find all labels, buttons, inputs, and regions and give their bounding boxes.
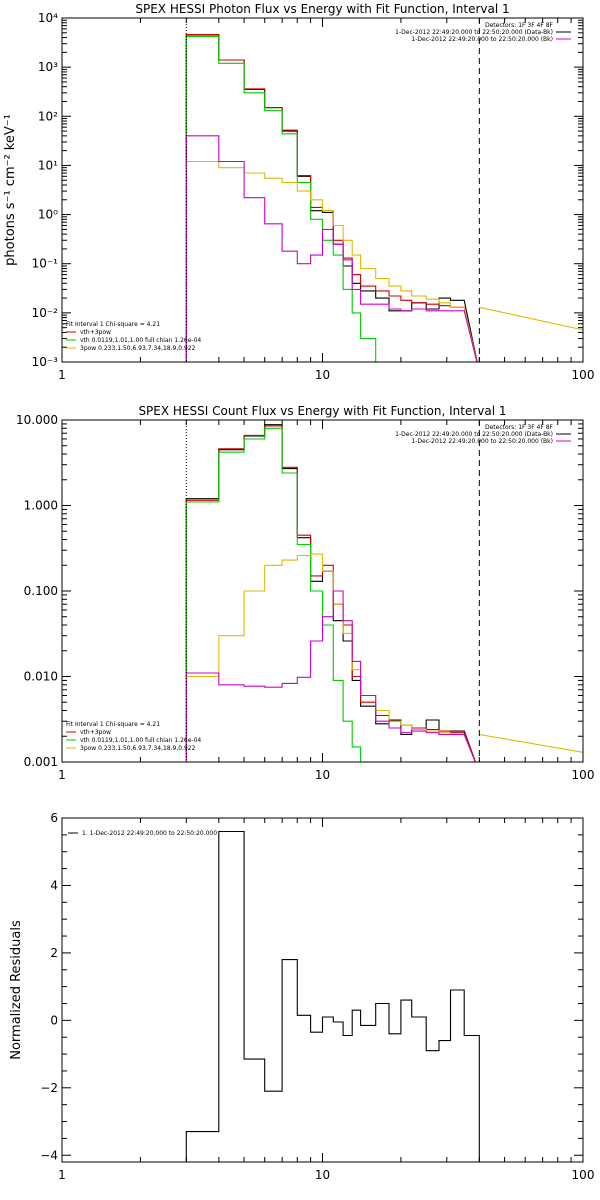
photon-flux-panel: SPEX HESSI Photon Flux vs Energy with Fi…: [3, 2, 595, 382]
legend-bottom-label: vth 0.0119,1.01,1.00 full chian 1.26e-04: [80, 737, 201, 744]
legend-bottom-label: Fit Interval 1 Chi-square = 4.21: [66, 321, 160, 328]
y-tick-label: 0.001: [24, 755, 58, 769]
y-axis-ticks: 10⁻³ 10⁻² 10⁻¹ 10⁰ 10¹ 10² 10³ 10⁴: [32, 11, 583, 369]
series-group: [185, 34, 583, 362]
series-line-3: [185, 553, 476, 762]
legend-bottom-label: vth+3pow: [80, 729, 111, 736]
y-tick-label: 0.100: [24, 584, 58, 598]
series-line-2: [185, 427, 362, 762]
legend-bottom-label: vth 0.0119,1.01,1.00 full chian 1.26e-04: [80, 337, 201, 344]
chart-title: SPEX HESSI Count Flux vs Energy with Fit…: [138, 404, 506, 418]
x-tick-label: 10: [315, 368, 330, 382]
series-line-0: [185, 34, 478, 362]
legend-bottom: Fit Interval 1 Chi-square = 4.21vth+3pow…: [66, 321, 201, 352]
x-tick-label: 10: [315, 768, 330, 782]
plot-frame: [61, 419, 584, 763]
y-tick-label: 0: [50, 1013, 58, 1027]
y-tick-label: 10⁴: [38, 11, 58, 25]
y-axis-label: Normalized Residuals: [9, 920, 24, 1060]
series-line-1: [185, 34, 478, 362]
series-line-2: [185, 35, 377, 362]
y-tick-label: 10.000: [16, 413, 58, 427]
residuals-panel: Normalized Residuals 1 10 100 −4 −2 0 2 4 6 1. 1-D…: [9, 811, 594, 1182]
chart-title: SPEX HESSI Photon Flux vs Energy with Fi…: [135, 2, 509, 16]
legend-top: Detectors: 1F 3F 4F 8F1-Dec-2012 22:49:2…: [395, 22, 571, 43]
legend-top-label: 1-Dec-2012 22:49:20.000 to 22:50:20.000 …: [411, 438, 553, 445]
y-tick-label: 10²: [38, 109, 58, 123]
legend-bottom-label: vth+3pow: [80, 329, 111, 336]
y-axis-label: photons s⁻¹ cm⁻² keV⁻¹: [3, 114, 18, 266]
count-flux-panel: SPEX HESSI Count Flux vs Energy with Fit…: [16, 404, 594, 782]
x-tick-label: 100: [572, 368, 595, 382]
legend-top-label: 1-Dec-2012 22:49:20.000 to 22:50:20.000 …: [411, 36, 553, 43]
series-line-4: [479, 733, 583, 753]
series-line-3: [185, 160, 478, 362]
y-tick-label: 0.010: [24, 670, 58, 684]
y-tick-label: 2: [50, 946, 58, 960]
series-line-5: [185, 590, 476, 762]
y-tick-label: 10³: [38, 60, 58, 74]
y-tick-label: −2: [40, 1081, 58, 1095]
y-tick-label: 1.000: [24, 499, 58, 513]
y-axis-ticks: 0.001 0.010 0.100 1.000 10.000: [16, 413, 583, 769]
legend-top-label: Detectors: 1F 3F 4F 8F: [485, 22, 554, 29]
legend-bottom-label: 3pow 0.233,1.50,6.93,7.34,18.9,0.922: [80, 345, 196, 352]
y-tick-label: 10⁻²: [32, 306, 59, 320]
x-tick-label: 100: [572, 768, 595, 782]
legend-bottom-label: Fit Interval 1 Chi-square = 4.21: [66, 721, 160, 728]
x-tick-label: 10: [315, 1168, 330, 1182]
x-tick-label: 1: [58, 368, 66, 382]
legend-top-label: Detectors: 1F 3F 4F 8F: [485, 424, 554, 431]
x-tick-label: 100: [572, 1168, 595, 1182]
legend-top-label: 1-Dec-2012 22:49:20.000 to 22:50:20.000 …: [395, 431, 553, 438]
y-tick-label: 10⁰: [38, 208, 58, 222]
legend-bottom: Fit Interval 1 Chi-square = 4.21vth+3pow…: [66, 721, 201, 752]
x-tick-label: 1: [58, 1168, 66, 1182]
x-tick-label: 1: [58, 768, 66, 782]
series-group: [185, 830, 480, 1162]
y-tick-label: 10¹: [38, 158, 58, 172]
legend-bottom-label: 3pow 0.233,1.50,6.93,7.34,18.9,0.922: [80, 745, 196, 752]
legend-top: Detectors: 1F 3F 4F 8F1-Dec-2012 22:49:2…: [395, 424, 571, 445]
series-line-4: [479, 306, 583, 331]
y-tick-label: −4: [40, 1148, 58, 1162]
series-line-0: [185, 830, 480, 1162]
x-axis-ticks: 1 10 100: [58, 818, 594, 1182]
legend-top-label: 1-Dec-2012 22:49:20.000 to 22:50:20.000 …: [395, 29, 553, 36]
legend: 1. 1-Dec-2012 22:49:20.000 to 22:50:20.0…: [68, 830, 217, 837]
plot-frame: [61, 817, 584, 1163]
plot-frame: [61, 17, 584, 363]
legend-label: 1. 1-Dec-2012 22:49:20.000 to 22:50:20.0…: [82, 830, 217, 837]
y-tick-label: 4: [50, 878, 58, 892]
series-line-5: [185, 135, 478, 362]
y-tick-label: 6: [50, 811, 58, 825]
y-axis-ticks: −4 −2 0 2 4 6: [40, 811, 583, 1162]
x-axis-ticks: 1 10 100: [58, 420, 594, 782]
y-tick-label: 10⁻¹: [32, 257, 59, 271]
series-group: [185, 424, 583, 762]
y-tick-label: 10⁻³: [32, 355, 59, 369]
